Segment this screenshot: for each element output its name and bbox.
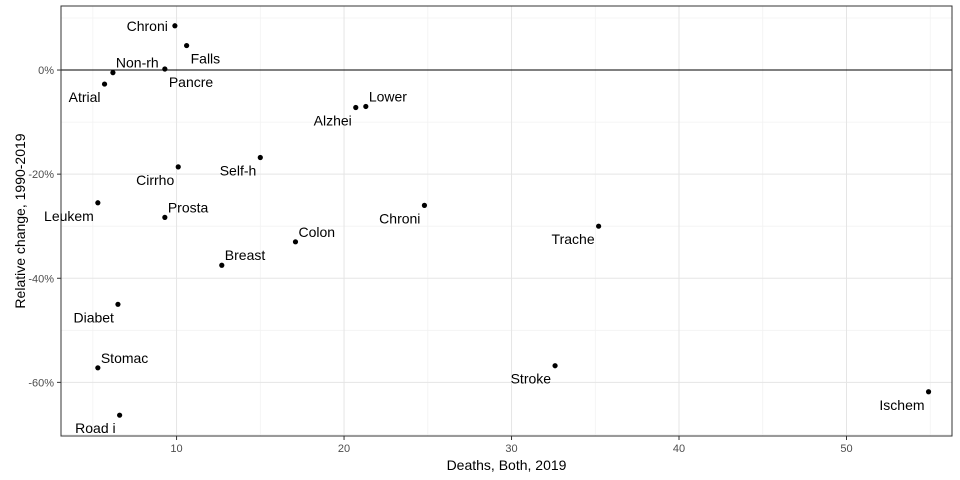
point-label: Ischem xyxy=(879,397,924,413)
scatter-point xyxy=(162,214,168,220)
scatter-point xyxy=(925,389,932,395)
x-tick-label: 30 xyxy=(505,443,517,455)
point-label: Chroni xyxy=(127,18,168,34)
scatter-point xyxy=(115,301,121,307)
point-label: Breast xyxy=(225,247,266,263)
point-label: Diabet xyxy=(73,309,114,325)
scatter-point xyxy=(95,200,101,206)
scatter-point xyxy=(95,365,101,371)
point-label: Atrial xyxy=(69,89,101,105)
scatter-point xyxy=(110,70,116,76)
point-label: Self-h xyxy=(220,162,257,178)
plot-panel xyxy=(60,5,953,437)
axis-ticks: 10 20 30 40 50 0% -20% -40% -60% xyxy=(28,65,852,455)
point-label: Leukem xyxy=(44,208,94,224)
point-label: Lower xyxy=(369,88,407,104)
scatter-point xyxy=(117,412,123,418)
x-tick-label: 20 xyxy=(338,443,350,455)
scatter-point xyxy=(101,81,108,87)
point-label: Prosta xyxy=(168,199,209,215)
y-tick-label: 0% xyxy=(38,65,54,77)
x-tick-label: 40 xyxy=(673,443,685,455)
point-label: Falls xyxy=(191,51,221,67)
point-label: Cirrho xyxy=(136,172,174,188)
point-label: Alzhei xyxy=(314,113,352,129)
x-tick-label: 50 xyxy=(840,443,852,455)
scatter-point xyxy=(421,202,428,208)
scatter-point xyxy=(552,363,558,369)
scatter-point xyxy=(184,42,190,49)
scatter-point xyxy=(219,262,225,268)
scatter-point xyxy=(363,103,369,110)
point-label: Stroke xyxy=(511,371,552,387)
point-labels: Chroni Falls Non-rh Pancre Atrial Lower Alzhei… xyxy=(44,18,925,436)
y-axis-title: Relative change, 1990-2019 xyxy=(12,133,28,308)
scatter-point xyxy=(172,23,178,29)
scatter-point xyxy=(257,154,263,161)
data-points xyxy=(95,23,932,418)
x-tick-label: 10 xyxy=(170,443,182,455)
scatter-point xyxy=(596,223,602,229)
point-label: Pancre xyxy=(169,74,214,90)
scatter-point xyxy=(292,239,299,245)
point-label: Trache xyxy=(552,231,595,247)
point-label: Stomac xyxy=(101,350,148,366)
y-tick-label: -40% xyxy=(28,273,54,285)
x-axis-title: Deaths, Both, 2019 xyxy=(447,457,567,473)
point-label: Non-rh xyxy=(116,55,159,71)
y-tick-label: -60% xyxy=(28,377,54,389)
scatter-point xyxy=(162,66,168,72)
scatter-point xyxy=(175,164,181,170)
scatter-point xyxy=(353,104,359,111)
point-label: Chroni xyxy=(379,210,420,226)
point-label: Road i xyxy=(75,420,115,436)
point-label: Colon xyxy=(298,224,335,240)
y-tick-label: -20% xyxy=(28,169,54,181)
